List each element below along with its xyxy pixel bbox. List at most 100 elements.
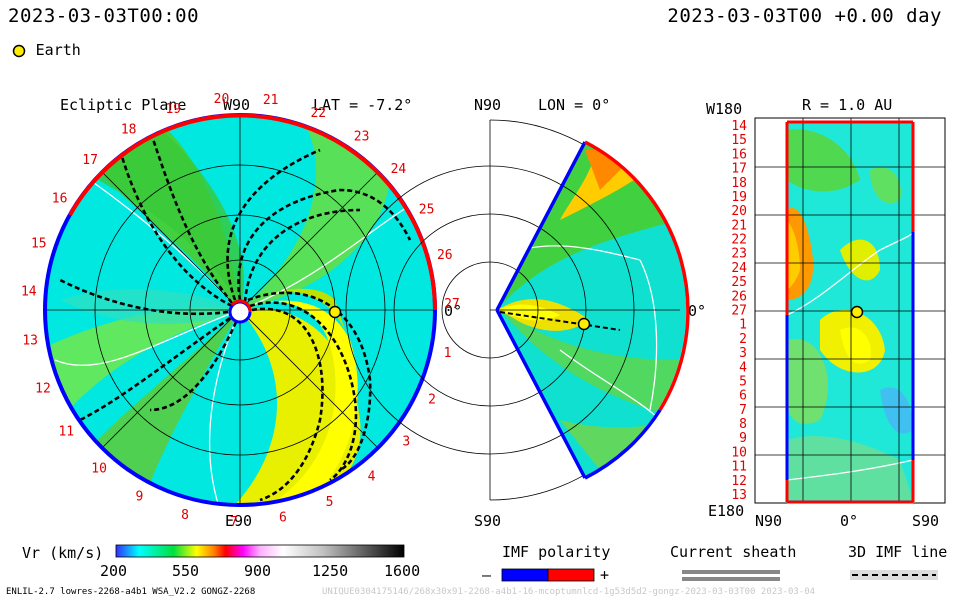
colorbar-tick-900: 900 [244,562,272,580]
radial-y-tick: 11 [731,460,747,475]
meridian-edge-bottom [495,309,587,479]
carrington-number: 19 [165,102,181,117]
radial-y-tick: 12 [731,474,747,489]
carrington-number: 3 [402,435,410,450]
radial-y-tick: 27 [731,304,747,319]
carrington-number: 7 [230,515,238,530]
imf-line-title: 3D IMF line [848,543,948,561]
date-time-left: 2023-03-03T00:00 [8,5,200,27]
carrington-number: 5 [326,495,334,510]
ecliptic-title: Ecliptic Plane [60,96,187,114]
radial-y-tick: 22 [731,233,747,248]
radial-y-ticks: 1415161718192021222324252627123456789101… [731,119,747,503]
meridian-edge-top [495,141,587,311]
carrington-number: 8 [181,508,189,523]
radial-y-tick: 25 [731,275,747,290]
carrington-number: 16 [52,192,68,207]
meridian-top-label: N90 [474,96,502,114]
colorbar-tick-200: 200 [100,562,128,580]
colorbar-label: Vr (km/s) [22,544,104,562]
ecliptic-right-label: 0° [444,302,463,320]
carrington-number: 13 [22,334,38,349]
carrington-number: 18 [121,123,137,138]
colorbar-tick-1600: 1600 [384,562,421,580]
r-label: R = 1.0 AU [802,96,893,114]
imf-field-lines [59,129,412,502]
ecliptic-top-label: W90 [223,96,251,114]
carrington-number: 6 [279,511,287,526]
earth-legend-label: Earth [35,41,81,59]
vr-colorbar [115,544,405,558]
radial-y-tick: 6 [739,389,747,404]
carrington-number: 1 [444,346,452,361]
lat-label: LAT = -7.2° [313,96,413,114]
colorbar-tick-1250: 1250 [312,562,349,580]
carrington-number: 25 [419,202,435,217]
radial-map [754,117,946,504]
radial-y-tick: 20 [731,204,747,219]
footer-unique-id: UNIQUE0304175146/268x30x91-2268-a4b1-16-… [322,587,816,597]
carrington-number: 22 [310,106,326,121]
radial-x-tick-0: 0° [840,512,859,530]
radial-x-tick-s90: S90 [912,512,940,530]
carrington-numbers: 20 21222324252627123456789101112131415161… [21,92,460,530]
carrington-number: 26 [437,248,453,263]
carrington-number: 21 [263,93,279,108]
ecliptic-bottom-label: E90 [225,512,253,530]
carrington-number: 10 [91,461,107,476]
imf-polarity-minus: – [482,566,492,584]
earth-marker-radial [850,305,864,319]
lon-label: LON = 0° [538,96,611,114]
earth-legend: Earth [12,40,81,59]
radial-y-tick: 4 [739,360,747,375]
imf-polarity-positive [547,568,595,582]
ecliptic-boundary-red [68,113,437,311]
radial-y-tick: 14 [731,119,747,134]
radial-y-tick: 3 [739,346,747,361]
carrington-number: 11 [58,425,74,440]
carrington-number: 4 [368,469,376,484]
radial-y-tick: 5 [739,375,747,390]
meridian-arc-blue [584,409,662,480]
radial-y-tick: 24 [731,261,747,276]
radial-y-tick: 19 [731,190,747,205]
radial-y-tick: 7 [739,403,747,418]
current-sheath-line-1 [682,570,780,574]
radial-y-tick: 16 [731,147,747,162]
imf-polarity-negative [501,568,549,582]
carrington-number: 24 [391,162,407,177]
radial-y-tick: 21 [731,218,747,233]
current-sheath-line-2 [682,577,780,581]
radial-bottom-left-label: E180 [708,502,745,520]
radial-y-tick: 9 [739,431,747,446]
meridian-right-label: 0° [688,302,707,320]
ecliptic-disk [45,115,435,505]
imf-polarity-plus: + [600,566,610,584]
date-time-right: 2023-03-03T00 +0.00 day [667,5,942,27]
radial-top-left-label: W180 [706,100,743,118]
carrington-number: 12 [35,381,51,396]
carrington-number: 14 [21,285,37,300]
earth-marker-ecliptic [328,305,342,319]
radial-y-tick: 1 [739,318,747,333]
radial-x-tick-n90: N90 [755,512,783,530]
carrington-number: 15 [31,236,47,251]
carrington-number: 2 [428,393,436,408]
carrington-number: 27 [444,297,460,312]
colorbar-tick-550: 550 [172,562,200,580]
earth-marker-meridian [577,317,591,331]
radial-y-tick: 26 [731,289,747,304]
footer-run-info: ENLIL-2.7 lowres-2268-a4b1 WSA_V2.2 GONG… [6,587,256,597]
radial-y-tick: 2 [739,332,747,347]
radial-y-tick: 13 [731,488,747,503]
current-sheath-title: Current sheath [670,543,797,561]
meridian-arc-red [584,140,690,411]
radial-y-tick: 15 [731,133,747,148]
carrington-number: 17 [82,153,98,168]
radial-y-tick: 10 [731,445,747,460]
radial-y-tick: 18 [731,176,747,191]
earth-legend-icon [12,44,26,57]
carrington-number: 23 [354,129,370,144]
carrington-number: 9 [135,490,143,505]
